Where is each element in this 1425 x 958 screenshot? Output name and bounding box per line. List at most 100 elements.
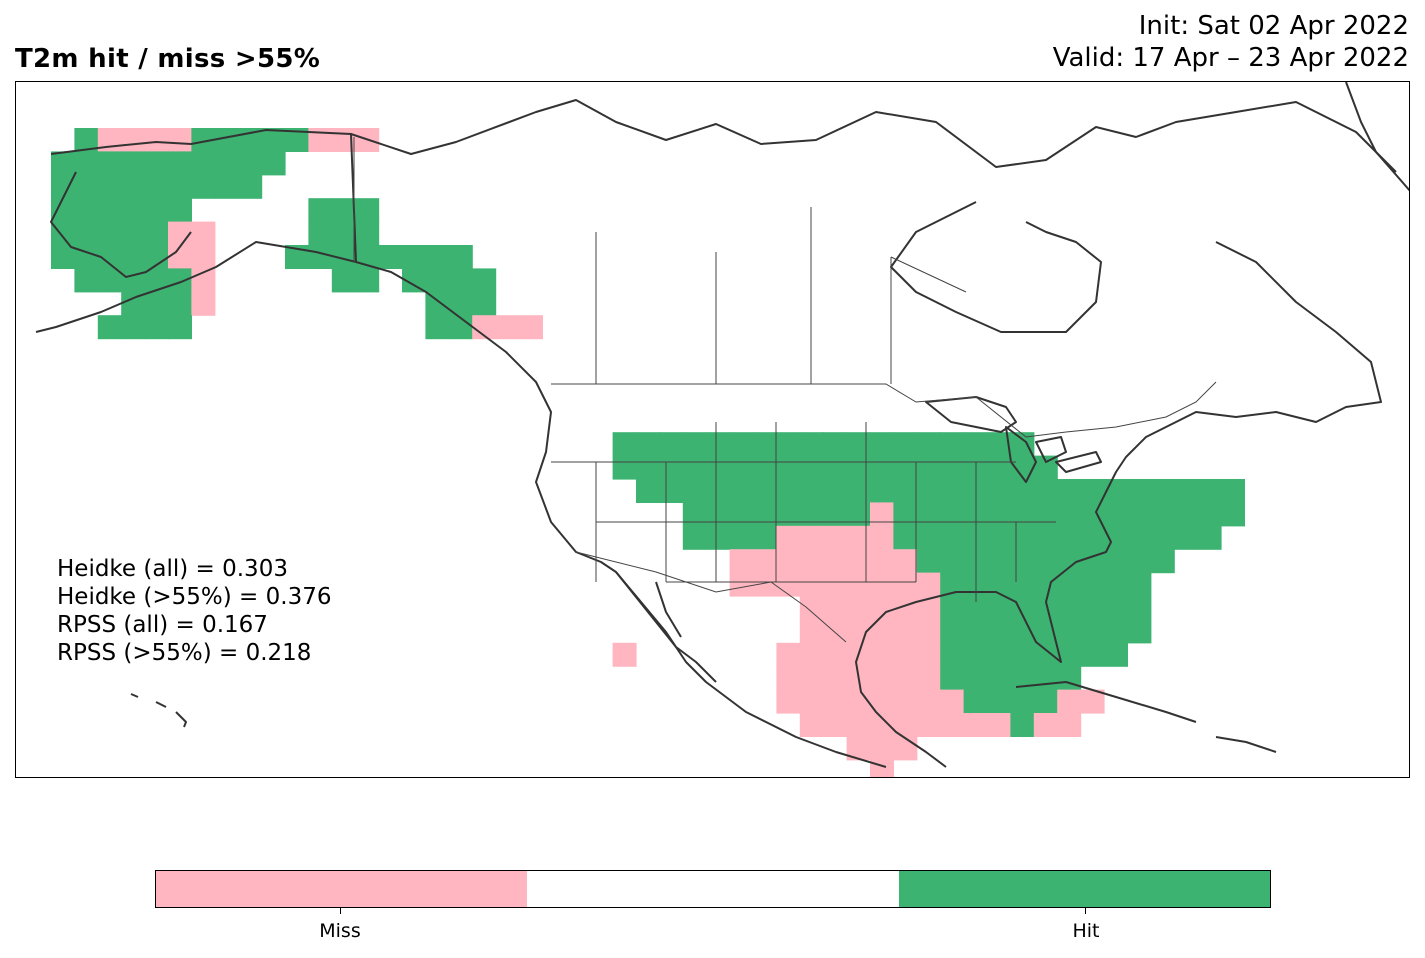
miss-cell: [893, 736, 918, 761]
hit-cell: [472, 291, 497, 316]
miss-cell: [846, 525, 871, 550]
hit-cell: [1010, 502, 1035, 527]
hit-cell: [1033, 666, 1058, 691]
hit-cell: [1010, 713, 1035, 737]
hit-cell: [308, 245, 333, 269]
map-panel: [15, 81, 1410, 778]
hit-cell: [963, 432, 988, 457]
hit-cell: [1174, 502, 1199, 527]
miss-cell: [823, 689, 848, 714]
miss-cell: [823, 549, 848, 574]
miss-cell: [519, 315, 543, 340]
political-borders: [353, 137, 1217, 643]
hit-cell: [987, 596, 1011, 620]
hit-cell: [214, 151, 239, 176]
hit-cell: [706, 479, 731, 503]
hit-cell: [97, 221, 122, 246]
hit-cell: [987, 619, 1011, 644]
hit-cell: [940, 666, 965, 691]
miss-cell: [799, 689, 824, 714]
hit-cell: [261, 128, 286, 152]
forecast-cells: [51, 128, 1245, 777]
hit-cell: [729, 455, 754, 480]
hit-cell: [144, 174, 169, 199]
hit-cell: [1197, 502, 1222, 527]
hit-cell: [1033, 525, 1058, 550]
hit-cell: [97, 315, 122, 340]
hit-cell: [636, 432, 660, 457]
hit-cell: [121, 198, 146, 223]
hit-cell: [97, 268, 122, 293]
init-date: Init: Sat 02 Apr 2022: [1138, 11, 1409, 41]
hit-cell: [51, 151, 75, 176]
hit-cell: [1197, 479, 1222, 503]
hit-cell: [916, 549, 941, 574]
hit-cell: [74, 174, 99, 199]
hit-cell: [940, 642, 965, 667]
hit-cell: [144, 151, 169, 176]
hit-cell: [402, 245, 426, 269]
hit-cell: [144, 315, 169, 340]
valid-range: Valid: 17 Apr – 23 Apr 2022: [1052, 43, 1409, 73]
hit-cell: [238, 151, 263, 176]
north-america-map: [35, 82, 1409, 777]
hit-cell: [1127, 572, 1152, 597]
hit-cell: [74, 221, 99, 246]
miss-cell: [776, 642, 801, 667]
hit-cell: [1057, 479, 1082, 503]
hit-cell: [1080, 642, 1105, 667]
miss-cell: [846, 596, 871, 620]
hit-cell: [916, 479, 941, 503]
miss-cell: [916, 713, 941, 737]
hit-cell: [963, 642, 988, 667]
hit-cell: [987, 689, 1011, 714]
rpss-55: RPSS (>55%) = 0.218: [57, 640, 312, 666]
hit-cell: [74, 151, 99, 176]
hit-cell: [168, 268, 192, 293]
hit-cell: [799, 455, 824, 480]
hit-cell: [51, 174, 75, 199]
hit-cell: [916, 432, 941, 457]
hit-cell: [121, 151, 146, 176]
hit-cell: [682, 455, 707, 480]
miss-cell: [191, 291, 216, 316]
hit-cell: [612, 455, 637, 480]
miss-cell: [846, 549, 871, 574]
hit-cell: [1104, 572, 1128, 597]
miss-cell: [799, 549, 824, 574]
hit-cell: [963, 689, 988, 714]
colorbar-hit-segment: [898, 871, 1270, 907]
hit-cell: [1127, 479, 1152, 503]
hit-cell: [308, 198, 333, 223]
hit-cell: [940, 549, 965, 574]
hit-cell: [940, 525, 965, 550]
hit-cell: [378, 245, 403, 269]
hit-cell: [425, 315, 450, 340]
miss-cell: [870, 502, 894, 527]
hit-cell: [1033, 502, 1058, 527]
hit-cell: [729, 479, 754, 503]
hit-cell: [893, 432, 918, 457]
hit-cell: [191, 151, 216, 176]
hit-cell: [1127, 619, 1152, 644]
hit-cell: [893, 479, 918, 503]
hit-cell: [682, 502, 707, 527]
miss-cell: [168, 128, 192, 152]
hit-cell: [823, 479, 848, 503]
hit-cell: [1080, 479, 1105, 503]
hit-cell: [1127, 549, 1152, 574]
hit-cell: [987, 502, 1011, 527]
hit-cell: [1033, 572, 1058, 597]
hit-cell: [1057, 619, 1082, 644]
hit-cell: [659, 432, 684, 457]
greenland-coast: [1345, 82, 1409, 192]
miss-cell: [495, 315, 520, 340]
miss-cell: [168, 245, 192, 269]
hit-cell: [1150, 549, 1175, 574]
miss-cell: [1057, 689, 1082, 714]
hit-cell: [1033, 549, 1058, 574]
miss-cell: [916, 619, 941, 644]
hit-cell: [1057, 596, 1082, 620]
miss-cell: [776, 549, 801, 574]
miss-cell: [963, 713, 988, 737]
